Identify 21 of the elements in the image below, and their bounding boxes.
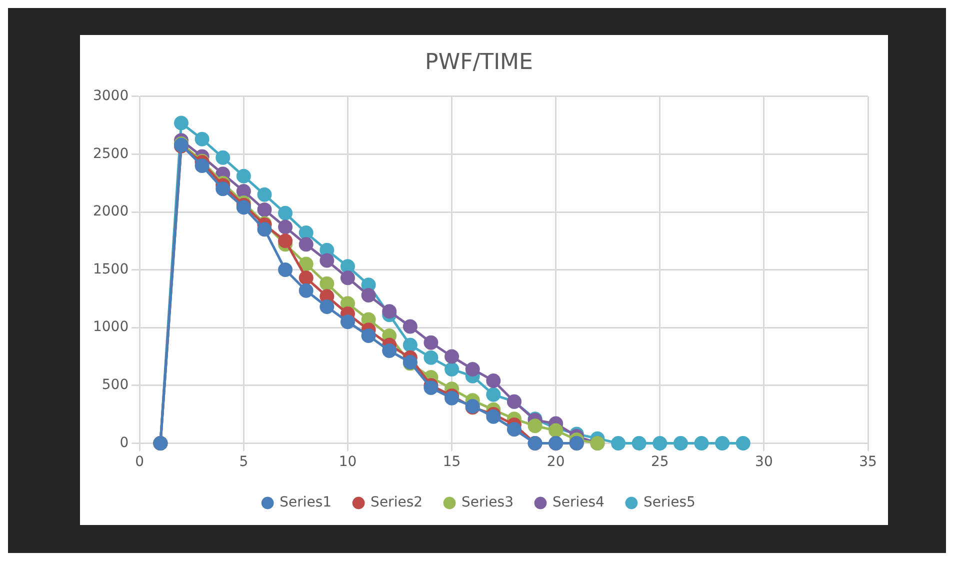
x-tick-label: 10	[338, 454, 357, 470]
y-tick-label: 2000	[92, 204, 129, 220]
x-tick-label: 20	[546, 454, 565, 470]
x-tick-label: 15	[442, 454, 461, 470]
y-tick-label: 1000	[92, 319, 129, 336]
x-tick-label: 35	[859, 454, 877, 470]
legend-label: Series5	[643, 494, 696, 511]
y-tick-label: 1500	[92, 261, 129, 278]
y-tick-label: 2500	[92, 146, 129, 162]
chart-title: PWF/TIME	[425, 50, 533, 75]
x-tick-label: 0	[135, 454, 144, 470]
legend-label: Series3	[462, 494, 514, 511]
x-tick-label: 25	[650, 454, 669, 470]
y-tick-label: 3000	[92, 88, 129, 104]
legend-label: Series4	[552, 494, 605, 511]
y-tick-label: 500	[102, 377, 129, 394]
y-tick-label: 0	[120, 434, 129, 451]
x-tick-label: 5	[239, 454, 248, 470]
legend-label: Series2	[370, 494, 423, 511]
legend-label: Series1	[280, 494, 332, 511]
x-tick-label: 30	[755, 454, 773, 470]
